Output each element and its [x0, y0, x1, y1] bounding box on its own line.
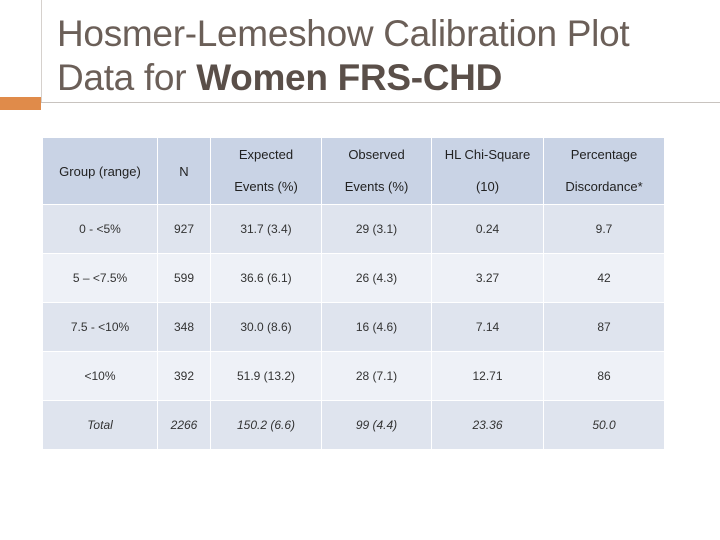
header-group: Group (range) [43, 138, 158, 205]
header-pct-line1: Percentage [570, 147, 638, 162]
header-expected-line1: Expected [238, 147, 294, 162]
calibration-table: Group (range) N Expected Events (%) Obse… [43, 138, 665, 450]
cell-n: 392 [158, 352, 211, 401]
header-hl-line2: (10) [475, 179, 500, 194]
cell-observed: 16 (4.6) [322, 303, 432, 352]
cell-pct: 50.0 [544, 401, 665, 450]
cell-pct: 87 [544, 303, 665, 352]
cell-pct: 86 [544, 352, 665, 401]
cell-expected: 51.9 (13.2) [211, 352, 322, 401]
header-observed: Observed Events (%) [322, 138, 432, 205]
header-observed-line1: Observed [348, 147, 405, 162]
title-underline [41, 102, 720, 103]
header-hl-line1: HL Chi-Square [444, 147, 531, 162]
cell-group: <10% [43, 352, 158, 401]
left-vertical-rule [41, 0, 42, 102]
cell-expected: 36.6 (6.1) [211, 254, 322, 303]
cell-hl: 7.14 [432, 303, 544, 352]
cell-expected: 31.7 (3.4) [211, 205, 322, 254]
table-row: 0 - <5% 927 31.7 (3.4) 29 (3.1) 0.24 9.7 [43, 205, 665, 254]
table-row-total: Total 2266 150.2 (6.6) 99 (4.4) 23.36 50… [43, 401, 665, 450]
slide-title: Hosmer-Lemeshow Calibration Plot Data fo… [57, 12, 707, 100]
cell-n: 927 [158, 205, 211, 254]
accent-bar [0, 97, 41, 110]
cell-hl: 0.24 [432, 205, 544, 254]
cell-expected: 30.0 (8.6) [211, 303, 322, 352]
cell-hl: 23.36 [432, 401, 544, 450]
header-pct: Percentage Discordance* [544, 138, 665, 205]
title-line-2: Data for Women FRS-CHD [57, 56, 707, 100]
table-row: 5 – <7.5% 599 36.6 (6.1) 26 (4.3) 3.27 4… [43, 254, 665, 303]
header-expected: Expected Events (%) [211, 138, 322, 205]
cell-observed: 99 (4.4) [322, 401, 432, 450]
header-pct-line2: Discordance* [565, 179, 643, 194]
cell-group: 5 – <7.5% [43, 254, 158, 303]
cell-n: 348 [158, 303, 211, 352]
cell-observed: 28 (7.1) [322, 352, 432, 401]
table-row: <10% 392 51.9 (13.2) 28 (7.1) 12.71 86 [43, 352, 665, 401]
title-line-1: Hosmer-Lemeshow Calibration Plot [57, 13, 630, 54]
cell-hl: 3.27 [432, 254, 544, 303]
cell-n: 599 [158, 254, 211, 303]
header-hl: HL Chi-Square (10) [432, 138, 544, 205]
cell-expected: 150.2 (6.6) [211, 401, 322, 450]
cell-observed: 29 (3.1) [322, 205, 432, 254]
header-expected-line2: Events (%) [234, 179, 298, 194]
header-observed-line2: Events (%) [344, 179, 409, 194]
table-row: 7.5 - <10% 348 30.0 (8.6) 16 (4.6) 7.14 … [43, 303, 665, 352]
header-n: N [158, 138, 211, 205]
cell-group: Total [43, 401, 158, 450]
cell-group: 7.5 - <10% [43, 303, 158, 352]
cell-pct: 9.7 [544, 205, 665, 254]
cell-pct: 42 [544, 254, 665, 303]
cell-n: 2266 [158, 401, 211, 450]
cell-hl: 12.71 [432, 352, 544, 401]
table-header-row: Group (range) N Expected Events (%) Obse… [43, 138, 665, 205]
title-line-2-bold: Women FRS-CHD [196, 57, 502, 98]
cell-observed: 26 (4.3) [322, 254, 432, 303]
title-line-2-prefix: Data for [57, 57, 197, 98]
cell-group: 0 - <5% [43, 205, 158, 254]
